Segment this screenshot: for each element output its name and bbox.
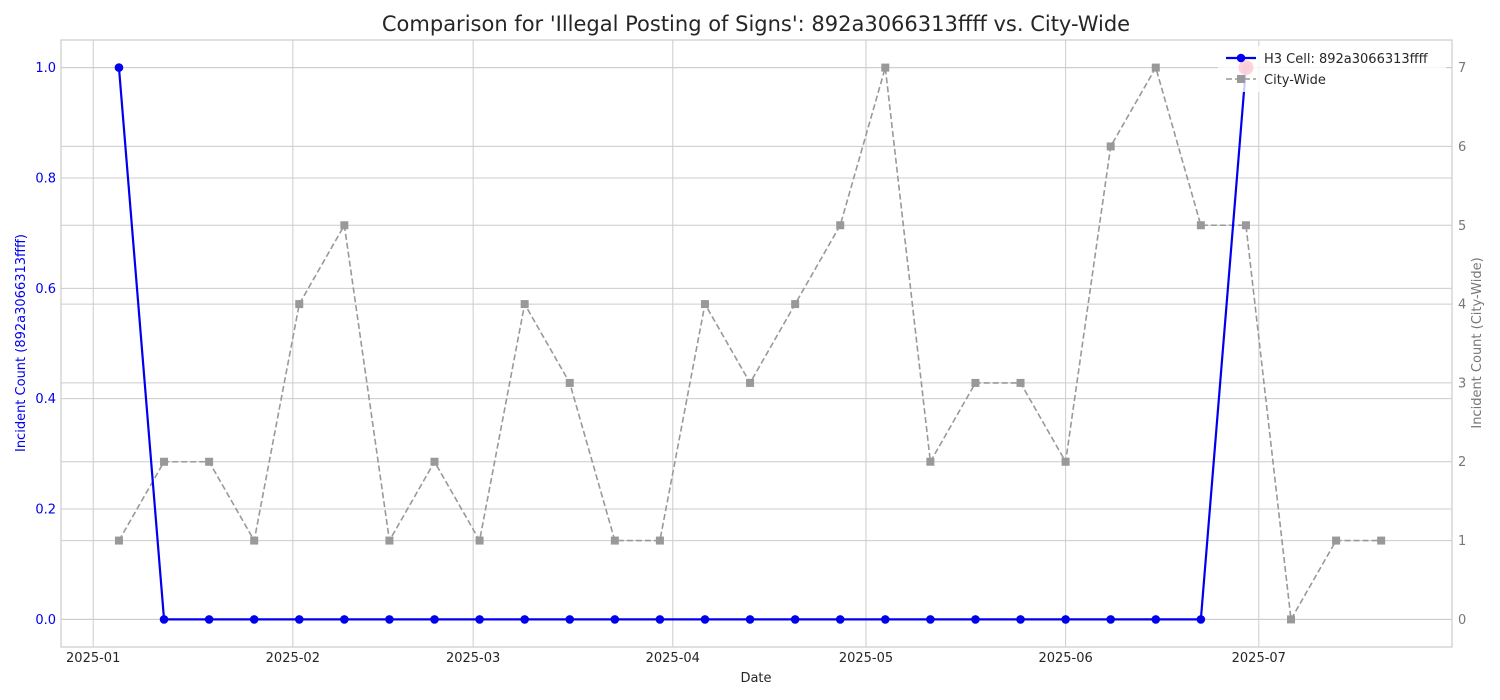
left-y-axis: 0.0 0.2 0.4 0.6 0.8 1.0 bbox=[35, 61, 56, 628]
city-wide-point bbox=[1016, 378, 1025, 387]
right-y-axis-label: Incident Count (City-Wide) bbox=[1470, 257, 1485, 428]
city-wide-point bbox=[385, 536, 394, 545]
cell-point bbox=[745, 615, 755, 624]
city-wide-point bbox=[1377, 536, 1386, 545]
city-wide-point bbox=[205, 457, 214, 466]
cell-point bbox=[926, 615, 935, 624]
left-tick-label: 0.2 bbox=[35, 503, 56, 518]
x-axis-label: Date bbox=[740, 671, 771, 686]
city-wide-point bbox=[971, 378, 980, 387]
cell-point bbox=[430, 615, 439, 624]
legend-item-city: City-Wide bbox=[1226, 73, 1326, 88]
city-wide-point bbox=[520, 300, 529, 309]
x-axis: 2025-01 2025-02 2025-03 2025-04 2025-05 2025-… bbox=[66, 651, 1286, 666]
cell-point bbox=[835, 615, 845, 624]
x-tick-label: 2025-01 bbox=[66, 651, 120, 666]
cell-point bbox=[1016, 615, 1025, 624]
cell-series-line bbox=[117, 67, 1248, 621]
right-tick-label: 7 bbox=[1458, 61, 1466, 76]
cell-point bbox=[204, 615, 214, 624]
city-wide-point bbox=[475, 536, 484, 545]
city-wide-point bbox=[1061, 457, 1070, 466]
cell-point bbox=[385, 615, 394, 624]
city-wide-point bbox=[565, 378, 574, 387]
x-tick-label: 2025-04 bbox=[646, 651, 700, 666]
plot-frame bbox=[60, 39, 1453, 648]
city-wide-point bbox=[700, 300, 709, 309]
right-tick-label: 0 bbox=[1458, 613, 1466, 628]
cell-point bbox=[1196, 615, 1206, 624]
cell-point bbox=[1061, 615, 1070, 624]
cell-point bbox=[475, 615, 484, 624]
left-tick-label: 0.8 bbox=[35, 171, 56, 186]
legend-label-cell: H3 Cell: 892a3066313ffff bbox=[1264, 52, 1429, 67]
cell-point bbox=[520, 615, 529, 624]
legend: H3 Cell: 892a3066313ffff City-Wide bbox=[1218, 46, 1446, 92]
cell-point bbox=[700, 615, 710, 624]
right-tick-label: 5 bbox=[1458, 219, 1466, 234]
city-wide-point bbox=[1241, 221, 1250, 230]
right-tick-label: 6 bbox=[1458, 140, 1466, 155]
city-wide-point bbox=[1287, 615, 1296, 624]
legend-box bbox=[1218, 46, 1446, 92]
right-tick-label: 3 bbox=[1458, 376, 1466, 391]
city-wide-point bbox=[655, 536, 664, 545]
cell-point bbox=[1151, 615, 1161, 624]
left-tick-label: 0.0 bbox=[35, 613, 56, 628]
city-wide-point bbox=[340, 221, 349, 230]
city-wide-point bbox=[114, 536, 123, 545]
x-tick-label: 2025-03 bbox=[446, 651, 500, 666]
city-wide-point bbox=[160, 457, 169, 466]
cell-point bbox=[249, 615, 259, 624]
city-wide-point bbox=[610, 536, 619, 545]
left-y-axis-label: Incident Count (892a3066313ffff) bbox=[14, 234, 29, 452]
legend-marker-city bbox=[1237, 75, 1245, 83]
cell-point bbox=[971, 615, 980, 624]
cell-point bbox=[294, 615, 304, 624]
cell-point bbox=[655, 615, 665, 624]
right-tick-label: 2 bbox=[1458, 455, 1466, 470]
cell-point bbox=[1106, 615, 1115, 624]
city-wide-point bbox=[746, 378, 755, 387]
city-wide-point bbox=[1151, 63, 1160, 72]
cell-point bbox=[610, 615, 620, 624]
x-tick-label: 2025-05 bbox=[839, 651, 893, 666]
legend-marker-cell bbox=[1236, 53, 1246, 63]
city-wide-point bbox=[430, 457, 439, 466]
legend-item-cell: H3 Cell: 892a3066313ffff bbox=[1226, 52, 1429, 67]
city-wide-point bbox=[250, 536, 259, 545]
left-tick-label: 0.4 bbox=[35, 392, 56, 407]
city-wide-point bbox=[926, 457, 935, 466]
cell-point bbox=[340, 615, 349, 624]
city-wide-point bbox=[295, 300, 304, 309]
city-wide-point bbox=[1106, 142, 1115, 151]
x-tick-label: 2025-06 bbox=[1038, 651, 1092, 666]
cell-point bbox=[565, 615, 575, 624]
series-group bbox=[114, 60, 1386, 624]
x-tick-label: 2025-02 bbox=[266, 651, 320, 666]
cell-point bbox=[790, 615, 800, 624]
chart-title: Comparison for 'Illegal Posting of Signs… bbox=[382, 12, 1130, 36]
right-tick-label: 1 bbox=[1458, 534, 1466, 549]
city-wide-point bbox=[836, 221, 845, 230]
city-wide-point bbox=[1332, 536, 1341, 545]
left-tick-label: 0.6 bbox=[35, 282, 56, 297]
city-wide-point bbox=[1196, 221, 1205, 230]
city-wide-point bbox=[881, 63, 890, 72]
right-tick-label: 4 bbox=[1458, 298, 1466, 313]
legend-label-city: City-Wide bbox=[1264, 73, 1326, 88]
cell-point bbox=[114, 63, 124, 72]
x-tick-label: 2025-07 bbox=[1232, 651, 1286, 666]
city-wide-point bbox=[791, 300, 800, 309]
cell-point bbox=[880, 615, 890, 624]
right-y-axis: 0 1 2 3 4 5 6 7 bbox=[1458, 61, 1466, 628]
left-tick-label: 1.0 bbox=[35, 61, 56, 76]
cell-point bbox=[159, 615, 169, 624]
